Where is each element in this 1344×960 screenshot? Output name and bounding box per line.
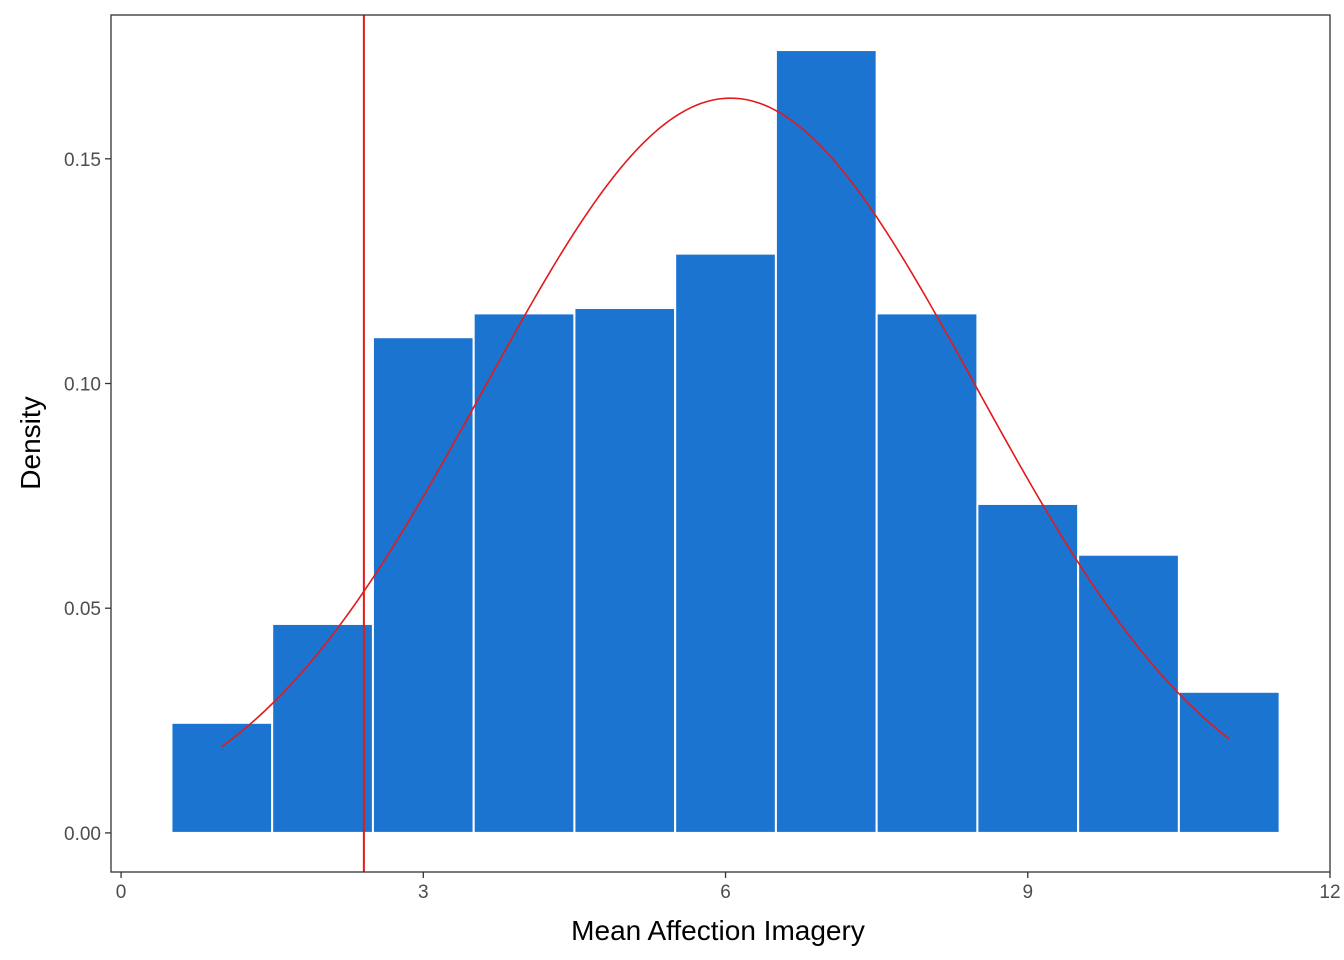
plot-panel-border <box>110 14 1331 873</box>
y-tick-label: 0.05 <box>64 599 101 620</box>
x-tick-label: 9 <box>1022 882 1033 903</box>
histogram-bar-9 <box>976 502 1080 834</box>
x-tick-label: 0 <box>116 882 127 903</box>
y-tick-label: 0.15 <box>64 150 101 171</box>
y-tick-label: 0.10 <box>64 375 101 396</box>
histogram-bar-11 <box>1177 690 1281 834</box>
x-tick-label: 3 <box>418 882 429 903</box>
histogram-bars <box>170 49 1281 834</box>
histogram-bar-2 <box>271 622 374 834</box>
histogram-bar-6 <box>674 252 777 834</box>
y-axis: 0.00 0.05 0.10 0.15 <box>64 150 111 845</box>
x-axis-title: Mean Affection Imagery <box>571 915 865 946</box>
x-tick-label: 12 <box>1319 882 1340 903</box>
histogram-bar-8 <box>875 312 979 834</box>
histogram-bar-1 <box>170 721 274 834</box>
histogram-bar-5 <box>573 307 677 834</box>
y-axis-title: Density <box>15 396 46 489</box>
normal-density-curve <box>221 97 1230 748</box>
histogram-bar-7 <box>774 49 878 834</box>
histogram-bar-10 <box>1077 553 1180 834</box>
density-curve-layer <box>221 97 1230 748</box>
histogram-bar-3 <box>371 336 475 834</box>
histogram-bar-4 <box>472 312 576 834</box>
x-axis: 0 3 6 9 12 <box>116 872 1341 903</box>
y-tick-label: 0.00 <box>64 824 101 845</box>
x-tick-label: 6 <box>720 882 731 903</box>
